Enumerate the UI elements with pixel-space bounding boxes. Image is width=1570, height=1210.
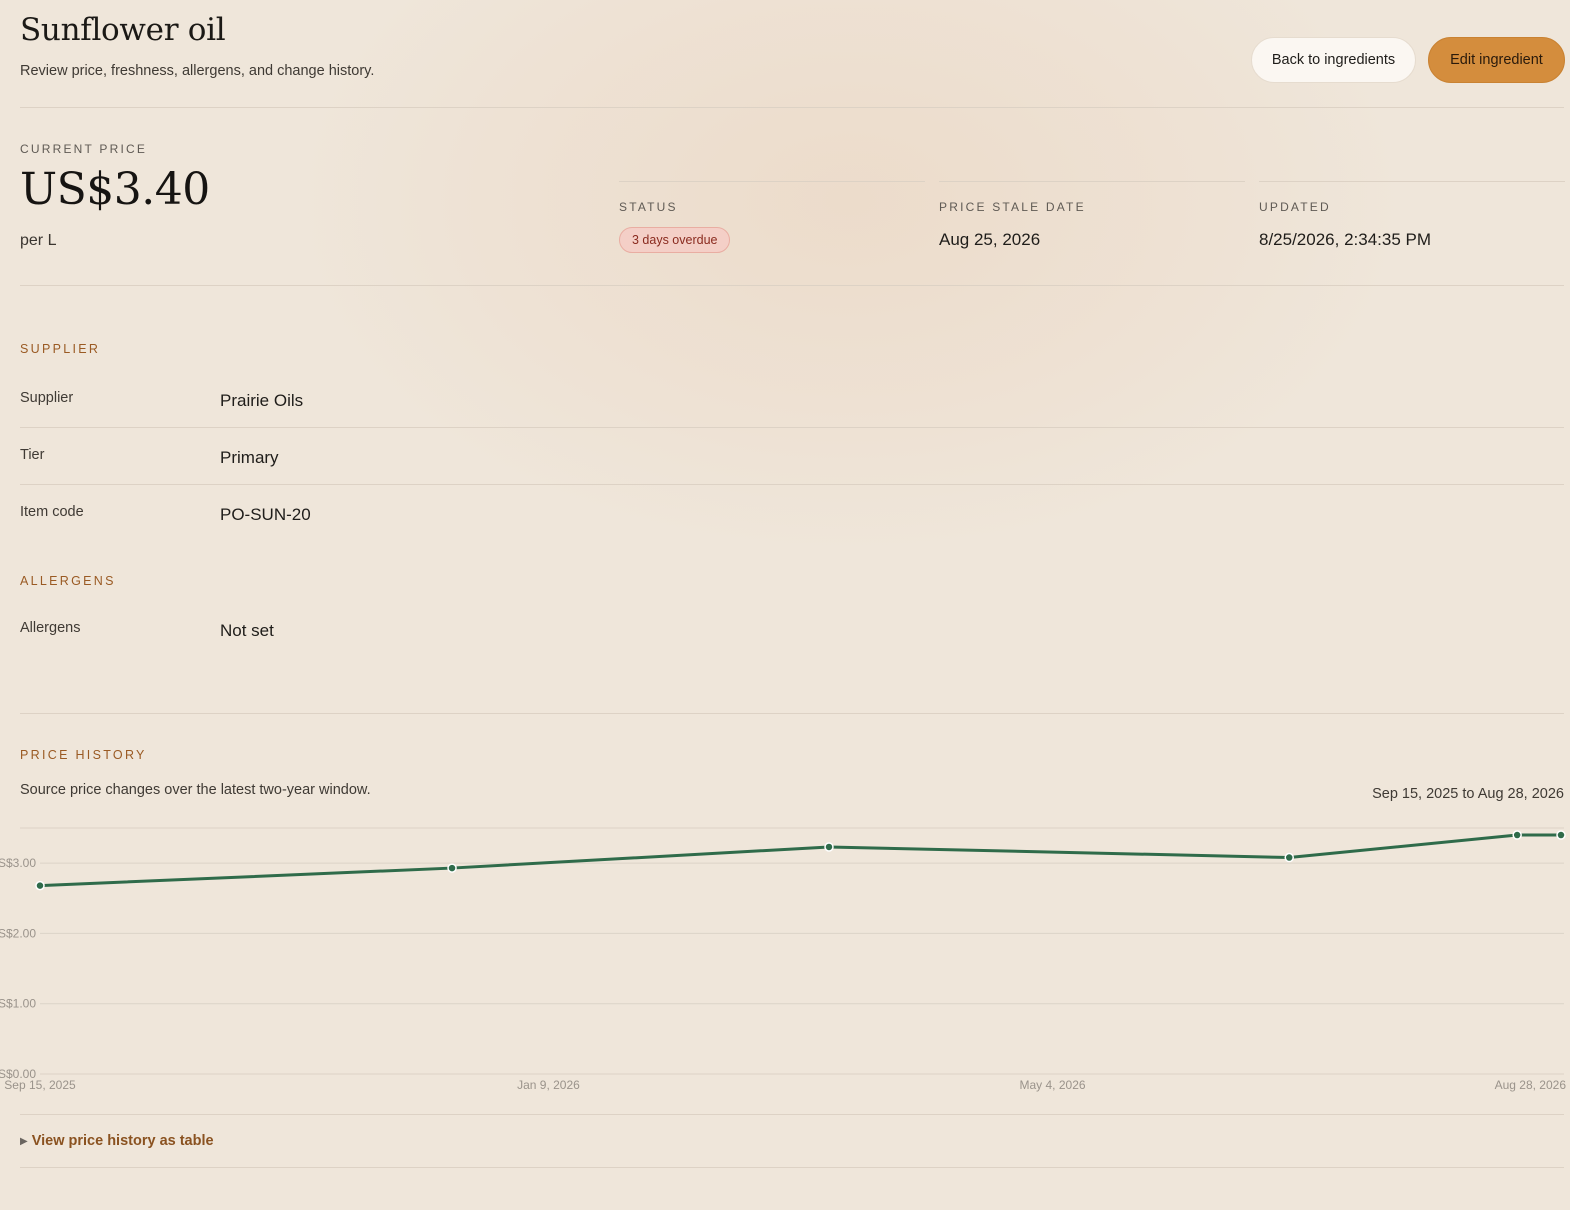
supplier-section-label: SUPPLIER [20, 342, 101, 356]
item-code-row: Item code PO-SUN-20 [20, 485, 1564, 542]
view-table-toggle[interactable]: ▶ View price history as table [20, 1133, 214, 1149]
item-code-value: PO-SUN-20 [220, 505, 311, 524]
price-history-chart: US$0.00 US$1.00 US$2.00 US$3.00 Sep 15, 2025… [0, 820, 1570, 1100]
allergens-row: Allergens Not set [20, 601, 1564, 658]
tier-row: Tier Primary [20, 428, 1564, 485]
view-table-toggle-label: View price history as table [31, 1133, 214, 1149]
allergens-key: Allergens [20, 620, 81, 636]
page-title: Sunflower oil [20, 12, 226, 48]
status-badge: 3 days overdue [619, 227, 731, 253]
price-data-point [1284, 852, 1294, 863]
tier-key: Tier [20, 447, 45, 463]
y-tick-label: US$1.00 [0, 997, 36, 1011]
history-divider [20, 713, 1564, 714]
tier-value: Primary [220, 448, 279, 467]
supplier-key: Supplier [20, 390, 74, 406]
back-to-ingredients-button[interactable]: Back to ingredients [1251, 37, 1416, 83]
supplier-row: Supplier Prairie Oils [20, 371, 1564, 428]
footer-divider [20, 1167, 1564, 1168]
x-tick-label: Jan 9, 2026 [517, 1078, 580, 1092]
price-data-point [35, 880, 45, 891]
ingredient-detail-page: Sunflower oil Review price, freshness, a… [0, 0, 1570, 286]
allergens-section-label: ALLERGENS [20, 574, 116, 588]
item-code-key: Item code [20, 504, 84, 520]
x-tick-label: Sep 15, 2025 [4, 1078, 76, 1092]
price-data-point [824, 842, 834, 852]
disclosure-triangle-icon: ▶ [20, 1135, 28, 1147]
x-tick-label: Aug 28, 2026 [1495, 1078, 1567, 1092]
price-unit: per L [20, 232, 57, 249]
price-history-range: Sep 15, 2025 to Aug 28, 2026 [1372, 786, 1564, 802]
stale-date-label: PRICE STALE DATE [939, 200, 1086, 214]
status-block: STATUS 3 days overdue [619, 181, 925, 271]
chart-bottom-divider [20, 1114, 1564, 1115]
updated-label: UPDATED [1259, 200, 1331, 214]
current-price-label: CURRENT PRICE [20, 142, 148, 156]
price-data-point [1512, 830, 1522, 840]
price-history-description: Source price changes over the latest two… [20, 782, 371, 798]
price-series-line [39, 833, 1561, 888]
price-summary: CURRENT PRICE US$3.40 per L STATUS 3 day… [20, 108, 1565, 286]
price-data-point [447, 863, 457, 873]
current-price-value: US$3.40 [20, 164, 210, 215]
updated-block: UPDATED 8/25/2026, 2:34:35 PM [1259, 181, 1565, 271]
y-tick-label: US$2.00 [0, 926, 36, 940]
page-header: Sunflower oil Review price, freshness, a… [20, 0, 1565, 108]
allergens-value: Not set [220, 621, 274, 640]
y-tick-label: US$3.00 [0, 856, 36, 870]
x-tick-label: May 4, 2026 [1020, 1078, 1086, 1092]
updated-value: 8/25/2026, 2:34:35 PM [1259, 230, 1432, 249]
page-subtitle: Review price, freshness, allergens, and … [20, 63, 375, 79]
stale-date-value: Aug 25, 2026 [939, 230, 1041, 249]
y-tick-label: US$0.00 [0, 1067, 36, 1081]
edit-ingredient-button[interactable]: Edit ingredient [1428, 37, 1565, 83]
supplier-value: Prairie Oils [220, 391, 304, 410]
price-data-point [1556, 830, 1566, 840]
status-label: STATUS [619, 200, 678, 214]
price-history-section-label: PRICE HISTORY [20, 748, 147, 762]
price-history-chart-svg: US$0.00 US$1.00 US$2.00 US$3.00 Sep 15, 2025… [0, 827, 1567, 1092]
stale-date-block: PRICE STALE DATE Aug 25, 2026 [939, 181, 1245, 271]
